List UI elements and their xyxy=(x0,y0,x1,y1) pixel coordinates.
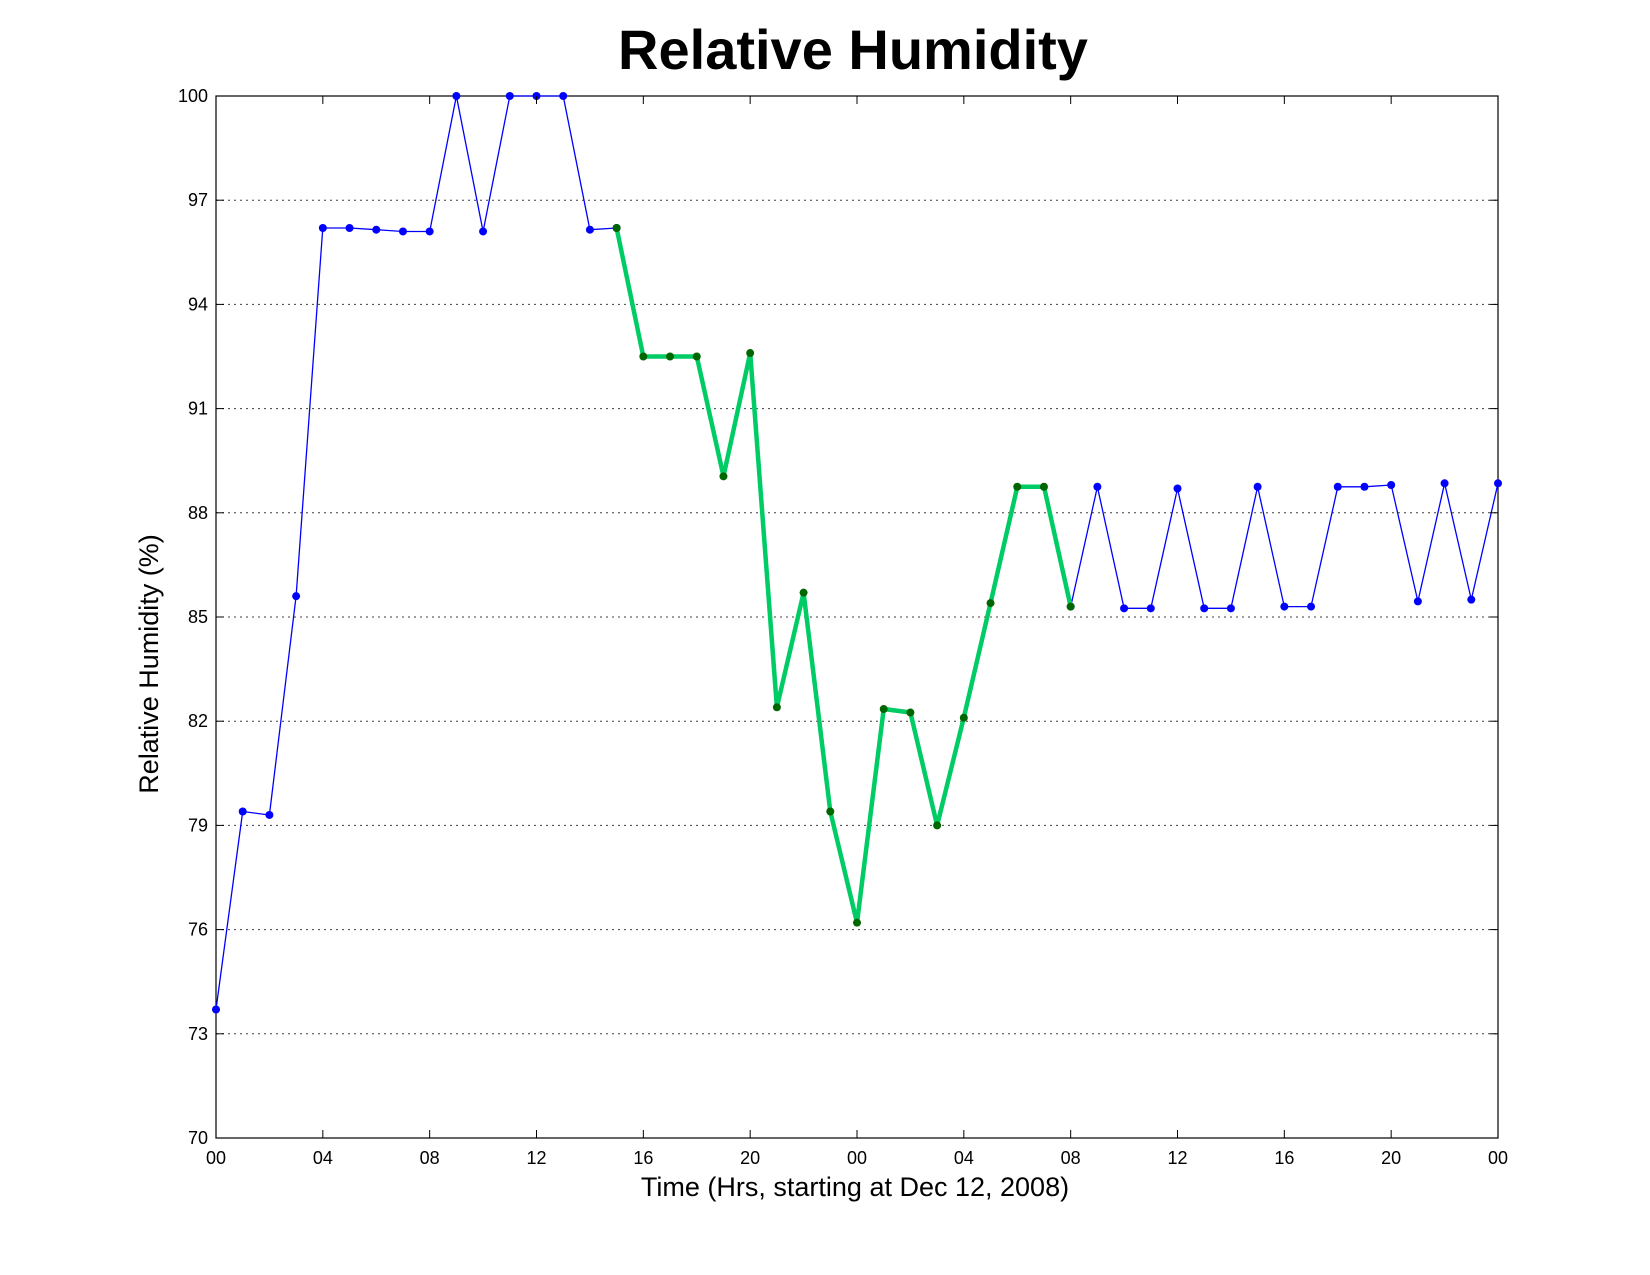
data-point xyxy=(853,918,861,927)
series-0 xyxy=(212,92,1502,1014)
series-line xyxy=(215,95,617,1010)
x-tick-label: 00 xyxy=(1488,1148,1508,1168)
data-point xyxy=(1093,482,1102,491)
data-point xyxy=(1307,602,1316,611)
y-tick-label: 88 xyxy=(188,503,208,523)
data-point xyxy=(1387,481,1396,490)
x-tick-label: 16 xyxy=(1274,1148,1294,1168)
y-tick-label: 85 xyxy=(188,607,208,627)
data-point xyxy=(666,352,675,361)
data-point xyxy=(1280,602,1289,611)
x-tick-label: 04 xyxy=(313,1148,333,1168)
series-line xyxy=(1070,482,1499,609)
data-point xyxy=(1173,484,1182,493)
data-point xyxy=(345,223,354,232)
data-point xyxy=(692,352,701,361)
x-tick-label: 20 xyxy=(1381,1148,1401,1168)
data-point xyxy=(639,352,648,361)
data-point xyxy=(986,599,995,608)
data-point xyxy=(292,592,301,601)
data-point xyxy=(1013,482,1022,491)
data-point xyxy=(398,227,407,236)
data-point xyxy=(1440,479,1449,488)
data-point xyxy=(238,807,247,816)
data-point xyxy=(559,92,568,100)
data-point xyxy=(585,225,594,234)
x-tick-label: 00 xyxy=(206,1148,226,1168)
data-point xyxy=(425,227,434,236)
x-tick-label: 12 xyxy=(1167,1148,1187,1168)
data-point xyxy=(1360,482,1369,491)
y-tick-label: 73 xyxy=(188,1024,208,1044)
x-tick-label: 16 xyxy=(633,1148,653,1168)
data-point xyxy=(612,223,621,232)
y-tick-label: 94 xyxy=(188,294,208,314)
y-tick-label: 79 xyxy=(188,815,208,835)
data-point xyxy=(772,703,781,712)
x-axis-ticks: 00 04 08 12 16 20 00 04 08 12 16 20 00 xyxy=(206,96,1508,1168)
x-tick-label: 08 xyxy=(1061,1148,1081,1168)
data-point xyxy=(906,708,915,717)
data-point xyxy=(799,588,808,597)
y-tick-label: 82 xyxy=(188,711,208,731)
data-point xyxy=(372,225,381,234)
y-tick-label: 76 xyxy=(188,920,208,940)
chart-title: Relative Humidity xyxy=(618,18,1088,81)
data-point xyxy=(933,821,942,830)
y-tick-label: 91 xyxy=(188,399,208,419)
data-point xyxy=(746,349,755,358)
data-point xyxy=(1066,602,1075,611)
data-point xyxy=(1467,595,1476,604)
data-point xyxy=(879,705,888,714)
data-point xyxy=(318,223,327,232)
data-point xyxy=(1200,604,1209,613)
data-point xyxy=(212,1005,220,1014)
series-layer xyxy=(212,92,1502,1014)
data-point xyxy=(1413,597,1422,606)
data-point xyxy=(452,92,461,100)
y-tick-label: 97 xyxy=(188,190,208,210)
x-tick-label: 08 xyxy=(420,1148,440,1168)
x-axis-label: Time (Hrs, starting at Dec 12, 2008) xyxy=(641,1172,1069,1202)
data-point xyxy=(1039,482,1048,491)
x-tick-label: 12 xyxy=(526,1148,546,1168)
series-line xyxy=(614,227,1073,925)
x-tick-label: 00 xyxy=(847,1148,867,1168)
data-point xyxy=(1120,604,1129,613)
series-1 xyxy=(612,223,1075,927)
y-axis-label: Relative Humidity (%) xyxy=(134,534,164,794)
y-tick-label: 100 xyxy=(178,86,208,106)
y-axis-ticks: 70 73 76 79 82 85 88 91 94 97 100 xyxy=(178,86,1498,1148)
x-tick-label: 04 xyxy=(954,1148,974,1168)
data-point xyxy=(959,713,968,722)
data-point xyxy=(505,92,514,100)
data-point xyxy=(719,472,728,481)
data-point xyxy=(265,810,274,819)
data-point xyxy=(1146,604,1155,613)
data-point xyxy=(479,227,488,236)
y-tick-label: 70 xyxy=(188,1128,208,1148)
data-point xyxy=(1494,479,1502,488)
x-tick-label: 20 xyxy=(740,1148,760,1168)
data-point xyxy=(1253,482,1262,491)
grid-lines xyxy=(216,95,1498,1035)
data-point xyxy=(1226,604,1235,613)
data-point xyxy=(826,807,835,816)
data-point xyxy=(1333,482,1342,491)
